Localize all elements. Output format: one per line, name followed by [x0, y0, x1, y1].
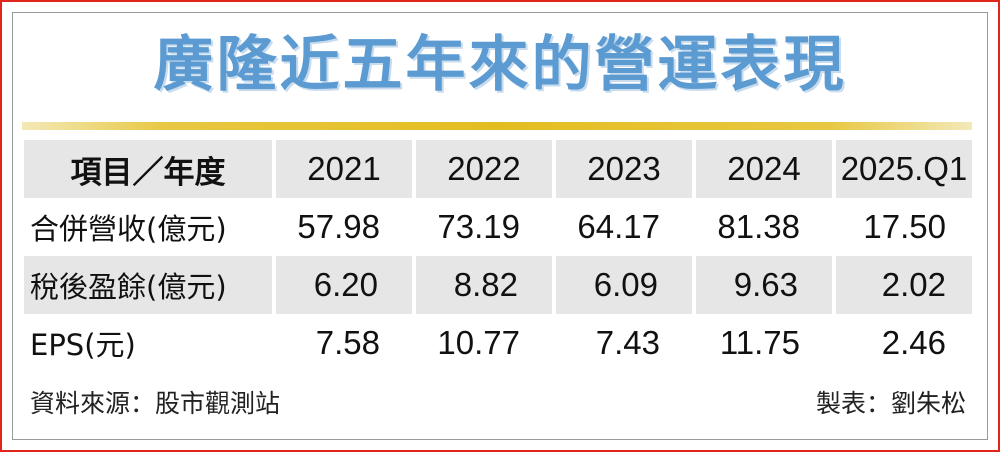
- table-cell: 9.63: [692, 256, 834, 314]
- column-header: 2025.Q1: [832, 140, 972, 198]
- table-cell: 64.17: [577, 208, 660, 245]
- table-row: 稅後盈餘(億元) 6.20 8.82 6.09 9.63 2.02: [24, 256, 972, 314]
- table-cell: 6.20: [272, 256, 414, 314]
- table-cell: 10.77: [437, 324, 520, 361]
- data-table: 項目／年度 2021 2022 2023 2024 2025.Q1 合併營收(億…: [24, 140, 972, 372]
- table-cell: 7.58: [315, 324, 380, 361]
- row-label: 合併營收(億元): [30, 212, 227, 246]
- table-cell: 2.02: [832, 256, 972, 314]
- column-header: 2023: [552, 140, 694, 198]
- header-row: 項目／年度 2021 2022 2023 2024 2025.Q1: [24, 140, 972, 198]
- table-cell: 8.82: [412, 256, 554, 314]
- column-header: 2021: [272, 140, 414, 198]
- table-cell: 73.19: [437, 208, 520, 245]
- table-cell: 6.09: [552, 256, 694, 314]
- column-header: 2022: [412, 140, 554, 198]
- credit-note: 製表：劉朱松: [815, 389, 966, 418]
- title-rule: [22, 122, 972, 130]
- table-row: EPS(元) 7.58 10.77 7.43 11.75 2.46: [24, 314, 972, 372]
- table-row: 合併營收(億元) 57.98 73.19 64.17 81.38 17.50: [24, 198, 972, 256]
- row-label: 稅後盈餘(億元): [24, 256, 274, 314]
- row-label: EPS(元): [30, 328, 136, 362]
- table-cell: 7.43: [595, 324, 660, 361]
- table-cell: 11.75: [719, 324, 800, 361]
- inner-frame: [12, 12, 988, 440]
- header-corner-label: 項目／年度: [24, 140, 274, 198]
- column-header: 2024: [692, 140, 834, 198]
- table-cell: 57.98: [297, 208, 380, 245]
- table-cell: 17.50: [863, 208, 946, 245]
- table-cell: 81.38: [717, 208, 800, 245]
- table-cell: 2.46: [881, 324, 946, 361]
- chart-title: 廣隆近五年來的營運表現: [153, 30, 847, 100]
- source-note: 資料來源：股市觀測站: [30, 389, 281, 418]
